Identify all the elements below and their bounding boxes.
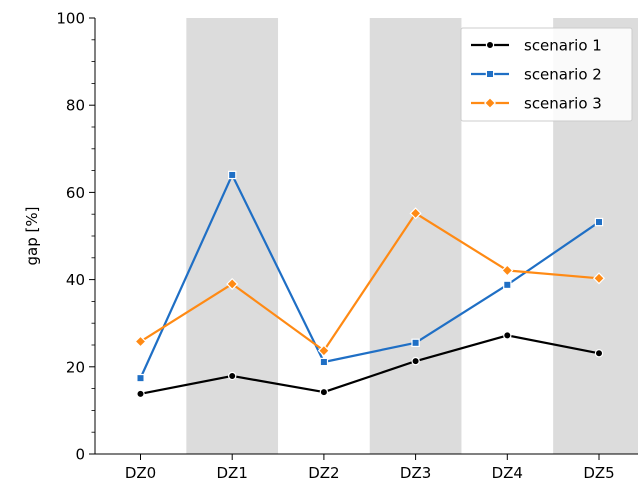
y-tick-label-40: 40 bbox=[66, 271, 85, 289]
legend-box bbox=[460, 27, 633, 122]
y-tick-label-60: 60 bbox=[66, 184, 85, 202]
data-point-scenario-2 bbox=[503, 280, 512, 290]
data-point-scenario-2 bbox=[228, 170, 237, 180]
data-point-scenario-3 bbox=[226, 277, 239, 291]
data-point-scenario-3 bbox=[409, 207, 422, 220]
series-line-scenario-3 bbox=[139, 212, 600, 352]
data-point-scenario-3 bbox=[592, 272, 606, 285]
series-line-scenario-2 bbox=[139, 173, 600, 379]
data-point-scenario-3 bbox=[134, 335, 147, 348]
y-tick-label-80: 80 bbox=[66, 97, 85, 115]
series-lines bbox=[139, 173, 600, 395]
y-ticks: 0 20 40 60 80 100 bbox=[56, 10, 95, 464]
x-tick-label-dz1: DZ1 bbox=[217, 464, 248, 481]
legend-label-scenario-3: scenario 3 bbox=[524, 95, 602, 113]
legend: scenario 1 scenario 2 scenario 3 bbox=[460, 27, 633, 122]
data-point-scenario-3 bbox=[317, 344, 330, 357]
data-point-scenario-1 bbox=[319, 387, 329, 397]
data-point-scenario-1 bbox=[411, 356, 420, 366]
shaded-band-dz1 bbox=[186, 18, 279, 454]
legend-label-scenario-2: scenario 2 bbox=[524, 66, 602, 84]
x-tick-label-dz5: DZ5 bbox=[583, 464, 614, 481]
x-tick-label-dz2: DZ2 bbox=[308, 464, 339, 481]
x-tick-label-dz4: DZ4 bbox=[492, 464, 523, 481]
data-point-scenario-3 bbox=[501, 264, 514, 277]
data-point-scenario-1 bbox=[594, 349, 604, 358]
data-point-scenario-1 bbox=[227, 371, 237, 381]
x-tick-label-dz0: DZ0 bbox=[125, 464, 156, 481]
data-point-scenario-2 bbox=[319, 357, 329, 367]
y-tick-label-100: 100 bbox=[56, 10, 85, 28]
y-tick-label-20: 20 bbox=[66, 358, 85, 376]
series-line-scenario-1 bbox=[140, 334, 600, 395]
shaded-band-dz3 bbox=[369, 18, 462, 454]
data-point-scenario-2 bbox=[594, 217, 604, 227]
x-tick-label-dz3: DZ3 bbox=[400, 464, 431, 481]
x-ticks: DZ0 DZ1 DZ2 DZ3 DZ4 DZ5 bbox=[125, 454, 615, 481]
y-tick-label-0: 0 bbox=[75, 446, 85, 464]
legend-label-scenario-1: scenario 1 bbox=[524, 37, 602, 55]
data-point-scenario-1 bbox=[136, 389, 145, 399]
data-point-scenario-2 bbox=[411, 338, 420, 348]
data-point-scenario-2 bbox=[136, 373, 145, 383]
legend-marker-scenario-3 bbox=[483, 96, 497, 110]
legend-marker-scenario-1 bbox=[485, 40, 495, 50]
data-point-scenario-1 bbox=[503, 331, 512, 340]
series-markers bbox=[134, 170, 606, 399]
y-axis-title: gap [%] bbox=[23, 207, 41, 266]
legend-marker-scenario-2 bbox=[485, 69, 495, 79]
